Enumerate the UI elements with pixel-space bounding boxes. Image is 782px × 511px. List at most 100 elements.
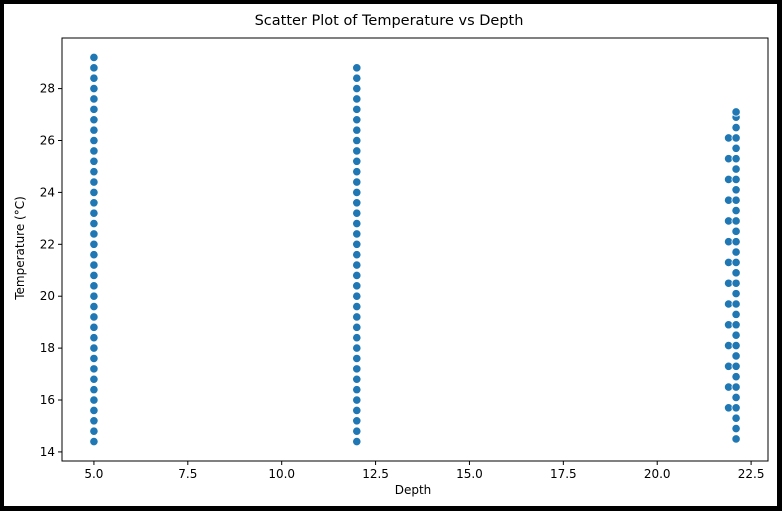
data-point <box>352 146 362 156</box>
data-point <box>731 340 741 351</box>
x-tick-label: 22.5 <box>738 467 765 481</box>
data-point <box>89 301 99 312</box>
data-point <box>89 135 99 146</box>
data-point <box>731 133 741 143</box>
y-axis-label: Temperature (°C) <box>13 196 27 301</box>
y-tick-label: 18 <box>40 341 55 355</box>
y-tick-label: 16 <box>40 393 55 407</box>
x-tick-label: 12.5 <box>362 467 389 481</box>
data-point <box>352 63 362 73</box>
data-point <box>352 167 362 177</box>
data-point <box>731 226 741 236</box>
data-point <box>731 382 741 392</box>
data-point <box>731 309 741 319</box>
x-tick-label: 10.0 <box>268 467 295 481</box>
data-point <box>89 167 99 177</box>
data-point <box>731 185 741 195</box>
data-point <box>731 205 741 216</box>
figure-frame: Scatter Plot of Temperature vs Depth 5.0… <box>4 4 777 506</box>
data-point <box>352 125 362 135</box>
data-point <box>731 320 741 330</box>
data-point <box>731 268 741 278</box>
data-point <box>89 84 99 94</box>
data-point <box>352 436 362 447</box>
y-axis: 14 16 18 20 22 24 26 28 <box>40 82 62 459</box>
data-point <box>352 301 362 312</box>
data-point <box>731 278 741 288</box>
data-point <box>352 322 362 332</box>
data-point <box>731 299 741 309</box>
data-point <box>352 260 362 270</box>
data-point <box>731 257 741 268</box>
data-point <box>352 395 362 405</box>
y-tick-label: 24 <box>40 185 55 199</box>
data-point <box>89 125 99 135</box>
data-point <box>731 413 741 423</box>
data-point <box>352 270 362 281</box>
data-point <box>352 73 362 83</box>
data-point <box>352 84 362 94</box>
data-point <box>352 416 362 426</box>
data-point <box>89 187 99 198</box>
plot-area-frame <box>61 37 769 462</box>
data-point <box>352 187 362 198</box>
data-point <box>352 239 362 249</box>
data-point <box>731 154 741 164</box>
data-point <box>89 52 99 63</box>
y-tick-label: 28 <box>40 82 55 96</box>
data-point <box>89 405 99 415</box>
data-point <box>89 395 99 405</box>
y-tick-label: 22 <box>40 237 55 251</box>
x-tick-label: 7.5 <box>178 467 197 481</box>
data-point <box>352 426 362 436</box>
data-point <box>89 333 99 343</box>
scatter-chart: Scatter Plot of Temperature vs Depth 5.0… <box>13 13 769 497</box>
data-point <box>89 270 99 281</box>
data-point <box>89 416 99 426</box>
x-tick-label: 17.5 <box>550 467 577 481</box>
data-point <box>89 281 99 291</box>
data-point <box>89 146 99 156</box>
data-point <box>352 343 362 353</box>
data-point <box>89 312 99 322</box>
data-point <box>731 143 741 153</box>
data-point <box>352 115 362 125</box>
data-point <box>89 436 99 447</box>
data-point <box>352 364 362 374</box>
data-point <box>352 333 362 343</box>
data-point <box>89 94 99 104</box>
y-tick-label: 20 <box>40 289 55 303</box>
data-point <box>731 247 741 257</box>
data-point <box>352 94 362 104</box>
data-point <box>352 208 362 218</box>
data-point <box>352 291 362 301</box>
data-point <box>89 218 99 229</box>
data-point <box>352 353 362 364</box>
data-point <box>731 403 741 413</box>
data-point <box>89 291 99 301</box>
data-point <box>352 198 362 208</box>
data-point <box>731 122 741 133</box>
data-point <box>89 239 99 249</box>
chart-title: Scatter Plot of Temperature vs Depth <box>255 13 524 29</box>
data-point <box>89 63 99 73</box>
data-point <box>89 322 99 332</box>
data-point <box>89 198 99 208</box>
data-point <box>352 218 362 229</box>
data-point <box>89 250 99 260</box>
x-axis-label: Depth <box>395 483 432 497</box>
data-point <box>352 104 362 114</box>
data-point <box>89 374 99 384</box>
data-point <box>89 208 99 218</box>
data-point <box>731 372 741 382</box>
data-point <box>731 107 741 117</box>
y-tick-label: 14 <box>40 445 55 459</box>
data-point <box>352 135 362 146</box>
data-point <box>89 156 99 166</box>
data-point <box>89 364 99 374</box>
data-point <box>352 385 362 395</box>
points-layer <box>89 52 741 447</box>
data-point <box>731 351 741 361</box>
data-point <box>89 385 99 395</box>
data-point <box>89 353 99 364</box>
